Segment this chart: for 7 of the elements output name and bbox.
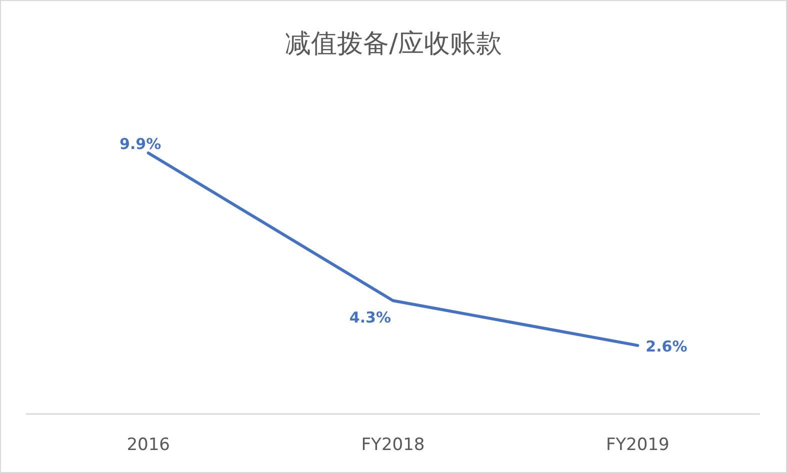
- data-label: 2.6%: [646, 337, 688, 356]
- data-label: 9.9%: [120, 135, 162, 153]
- x-tick-label: FY2018: [361, 435, 425, 455]
- data-label: 4.3%: [349, 308, 391, 327]
- x-tick-label: 2016: [126, 435, 170, 455]
- x-tick-label: FY2019: [606, 435, 670, 455]
- chart-title: 减值拨备/应收账款: [285, 29, 502, 59]
